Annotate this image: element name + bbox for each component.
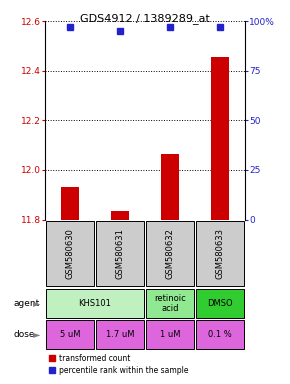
Bar <box>146 289 194 318</box>
Bar <box>196 289 244 318</box>
Text: ►: ► <box>33 329 41 339</box>
Bar <box>96 221 144 286</box>
Text: agent: agent <box>14 299 40 308</box>
Bar <box>46 221 94 286</box>
Text: dose: dose <box>14 330 35 339</box>
Text: GSM580633: GSM580633 <box>215 228 224 279</box>
Text: 0.1 %: 0.1 % <box>208 330 232 339</box>
Bar <box>196 320 244 349</box>
Bar <box>96 320 144 349</box>
Text: GSM580630: GSM580630 <box>66 228 75 279</box>
Bar <box>146 221 194 286</box>
Bar <box>211 57 229 220</box>
Text: GSM580632: GSM580632 <box>166 228 175 279</box>
Text: retinoic
acid: retinoic acid <box>154 294 186 313</box>
Bar <box>46 320 94 349</box>
Bar <box>161 154 179 220</box>
Bar <box>196 221 244 286</box>
Text: ►: ► <box>33 298 41 308</box>
Text: 1.7 uM: 1.7 uM <box>106 330 134 339</box>
Text: 5 uM: 5 uM <box>60 330 80 339</box>
Text: 1 uM: 1 uM <box>160 330 180 339</box>
Bar <box>146 320 194 349</box>
Bar <box>111 211 129 220</box>
Bar <box>46 289 144 318</box>
Legend: transformed count, percentile rank within the sample: transformed count, percentile rank withi… <box>49 354 188 375</box>
Bar <box>61 187 79 220</box>
Text: DMSO: DMSO <box>207 299 233 308</box>
Text: GDS4912 / 1389289_at: GDS4912 / 1389289_at <box>80 13 210 24</box>
Text: GSM580631: GSM580631 <box>115 228 124 279</box>
Text: KHS101: KHS101 <box>79 299 111 308</box>
